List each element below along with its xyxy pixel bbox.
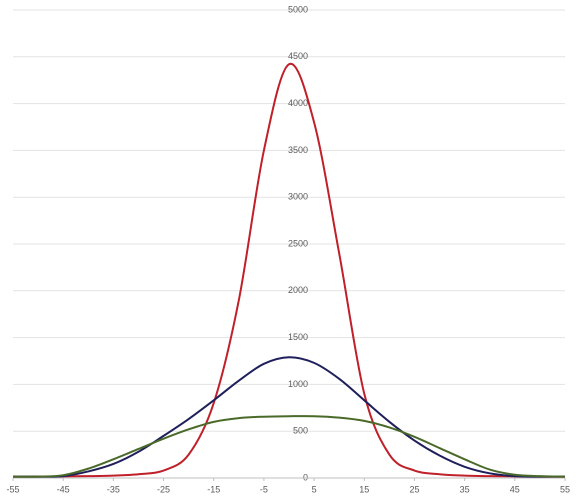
y-tick-label: 2000 — [288, 285, 308, 295]
x-tick-label: -5 — [260, 484, 268, 494]
x-tick-label: 15 — [359, 484, 369, 494]
y-tick-label: 1000 — [288, 379, 308, 389]
x-tick-label: -35 — [107, 484, 120, 494]
x-tick-label: -15 — [207, 484, 220, 494]
x-tick-label: -45 — [57, 484, 70, 494]
x-tick-label: 45 — [510, 484, 520, 494]
x-tick-label: 55 — [560, 484, 570, 494]
series-line — [12, 63, 566, 478]
series-line — [12, 415, 566, 478]
series-line — [12, 356, 566, 478]
y-tick-label: 0 — [303, 472, 308, 482]
y-tick-label: 1500 — [288, 332, 308, 342]
x-tick-label: 35 — [460, 484, 470, 494]
y-tick-label: 4500 — [288, 51, 308, 61]
y-tick-label: 500 — [293, 426, 308, 436]
x-tick-label: 5 — [312, 484, 317, 494]
x-tick-label: -25 — [157, 484, 170, 494]
x-tick-label: -55 — [6, 484, 19, 494]
y-tick-label: 3000 — [288, 192, 308, 202]
y-tick-label: 3500 — [288, 145, 308, 155]
y-tick-label: 2500 — [288, 238, 308, 248]
y-tick-label: 4000 — [288, 98, 308, 108]
x-tick-label: 25 — [409, 484, 419, 494]
y-tick-label: 5000 — [288, 4, 308, 14]
